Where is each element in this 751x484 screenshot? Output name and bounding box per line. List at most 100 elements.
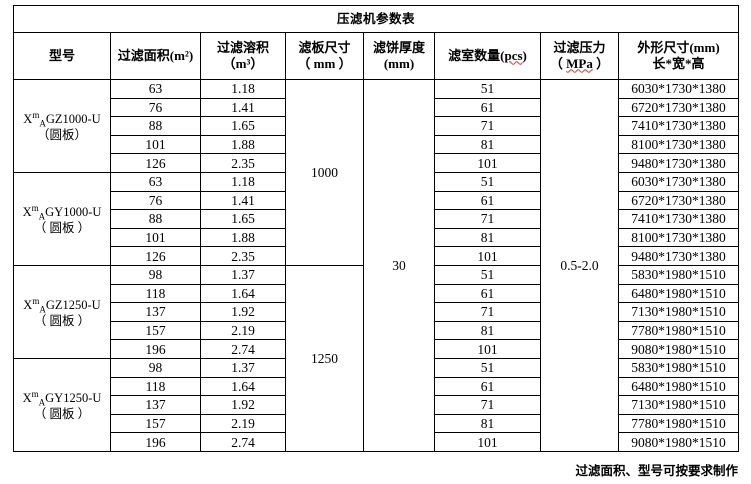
- cell-filter-volume: 2.19: [200, 413, 286, 434]
- cell-filter-area: 88: [110, 209, 201, 229]
- table-row: XmAGY1000-U （ 圆板 ） 63 1.18 51 6030*1730*1380: [13, 171, 740, 266]
- cell-filter-volume: 2.19: [200, 320, 286, 341]
- cell-filter-pressure: 0.5-2.0: [540, 79, 619, 452]
- cell-chamber-count: 101: [434, 339, 541, 359]
- model-superscript: m: [31, 202, 39, 213]
- column-header-line1: 滤板尺寸: [298, 39, 351, 55]
- column-header-line1: 滤室数量(pcs): [448, 47, 527, 63]
- model-code: XmAGY1250-U: [22, 388, 102, 408]
- cell-filter-area: 98: [110, 264, 201, 285]
- cell-filter-area: 137: [110, 395, 201, 415]
- cell-filter-volume: 1.41: [200, 97, 286, 118]
- model-superscript: m: [31, 388, 39, 399]
- cell-overall-dimension: 6480*1980*1510: [617, 283, 740, 304]
- cell-chamber-count: 61: [434, 376, 541, 397]
- cell-chamber-count: 51: [434, 79, 541, 99]
- table-row: 126 2.35 101 9480*1730*1380: [14, 246, 740, 266]
- cell-filter-volume: 1.92: [200, 395, 286, 415]
- model-name-cell: XmAGZ1250-U （ 圆板 ）: [13, 264, 111, 359]
- cell-chamber-count: 101: [434, 153, 541, 173]
- cell-filter-area: 98: [110, 357, 201, 378]
- cell-filter-volume: 1.65: [200, 209, 286, 229]
- cell-overall-dimension: 7410*1730*1380: [617, 116, 740, 136]
- cell-overall-dimension: 6720*1730*1380: [617, 97, 740, 118]
- model-subscript: A: [39, 118, 46, 129]
- model-name-cell: XmAGZ1000-U （圆板）: [13, 79, 111, 173]
- cell-filter-volume: 1.88: [200, 227, 286, 248]
- cell-filter-volume: 1.92: [200, 302, 286, 322]
- column-header-line1: 过滤压力: [553, 39, 606, 55]
- column-header-line2: （ mm ）: [297, 55, 352, 71]
- model-subscript: A: [38, 211, 46, 222]
- model-name-cell: XmAGY1000-U （ 圆板 ）: [13, 171, 111, 266]
- cell-filter-area: 101: [110, 134, 201, 155]
- footer-note: 过滤面积、型号可按要求制作: [575, 464, 738, 478]
- cell-chamber-count: 61: [434, 190, 541, 211]
- cell-filter-area: 76: [110, 190, 201, 211]
- column-header-area: 过滤面积(m²): [110, 32, 201, 80]
- cell-filter-volume: 1.41: [200, 190, 286, 211]
- cell-filter-volume: 1.18: [200, 79, 286, 99]
- cell-overall-dimension: 7130*1980*1510: [617, 302, 740, 322]
- table-row: 196 2.74 101 9080*1980*1510: [14, 432, 740, 452]
- cell-overall-dimension: 9080*1980*1510: [617, 432, 740, 452]
- header-row: 型号 过滤面积(m²) 过滤溶积 （m³） 滤板尺寸（ mm ）滤饼厚度 (mm) 滤室数量…: [13, 32, 740, 80]
- cell-chamber-count: 61: [434, 283, 541, 304]
- table-row: 118 1.64 61 6480*1980*1510: [14, 283, 740, 304]
- column-header-chambers: 滤室数量(pcs): [434, 32, 541, 80]
- model-plate-note: （ 圆板 ）: [33, 407, 91, 422]
- cell-plate-size: 1250: [285, 264, 364, 452]
- cell-filter-area: 118: [110, 283, 201, 304]
- cell-chamber-count: 81: [434, 413, 541, 434]
- table-row: 118 1.64 61 6480*1980*1510: [14, 376, 740, 397]
- cell-overall-dimension: 5830*1980*1510: [617, 264, 740, 285]
- cell-chamber-count: 81: [434, 134, 541, 155]
- title-row: 压滤机参数表: [12, 5, 740, 33]
- cell-filter-volume: 2.74: [200, 339, 286, 359]
- model-superscript: m: [32, 295, 40, 306]
- cell-filter-area: 196: [110, 432, 201, 452]
- filter-press-parameter-table: 压滤机参数表 型号 过滤面积(m²) 过滤溶积 （m³） 滤板尺寸（ mm ）滤饼厚度 (m…: [12, 5, 740, 452]
- cell-filter-volume: 2.35: [200, 153, 286, 173]
- cell-filter-volume: 1.88: [200, 134, 286, 155]
- table-row: 76 1.41 61 6720*1730*1380: [14, 97, 740, 118]
- cell-overall-dimension: 9080*1980*1510: [617, 339, 740, 359]
- cell-filter-area: 126: [110, 246, 201, 266]
- cell-filter-area: 88: [110, 116, 201, 136]
- cell-chamber-count: 71: [434, 302, 541, 322]
- table-row: 101 1.88 81 8100*1730*1380: [14, 227, 740, 248]
- column-header-line1: 过滤溶积: [216, 39, 269, 55]
- cell-overall-dimension: 8100*1730*1380: [617, 227, 740, 248]
- model-superscript: m: [32, 109, 40, 120]
- cell-overall-dimension: 6030*1730*1380: [617, 171, 740, 192]
- cell-overall-dimension: 5830*1980*1510: [617, 357, 740, 378]
- cell-chamber-count: 81: [434, 320, 541, 341]
- cell-filter-area: 63: [110, 79, 201, 99]
- column-header-line2: （ MPa ）: [549, 55, 610, 71]
- cell-filter-volume: 1.18: [200, 171, 286, 192]
- cell-filter-volume: 1.65: [200, 116, 286, 136]
- cell-filter-volume: 2.35: [200, 246, 286, 266]
- table-row: XmAGZ1000-U （圆板） 63 1.18 1000 30 51 0.5-2.0 6030…: [13, 79, 740, 452]
- column-header-line1: 外形尺寸(mm): [637, 39, 720, 55]
- column-header-plate: 滤板尺寸（ mm ）: [285, 32, 364, 80]
- column-header-dimension: 外形尺寸(mm) 长*宽*高: [617, 32, 740, 80]
- cell-filter-area: 157: [110, 413, 201, 434]
- column-header-volume: 过滤溶积 （m³）: [200, 32, 286, 80]
- column-header-line1: 过滤面积(m²): [117, 47, 194, 63]
- cell-overall-dimension: 9480*1730*1380: [617, 246, 740, 266]
- model-name-cell: XmAGY1250-U （ 圆板 ）: [13, 357, 111, 452]
- cell-chamber-count: 101: [434, 246, 541, 266]
- cell-chamber-count: 101: [434, 432, 541, 452]
- table-row: 157 2.19 81 7780*1980*1510: [14, 413, 740, 434]
- page-title: 压滤机参数表: [12, 5, 740, 33]
- cell-chamber-count: 61: [434, 97, 541, 118]
- cell-overall-dimension: 7780*1980*1510: [617, 413, 740, 434]
- cell-overall-dimension: 7780*1980*1510: [617, 320, 740, 341]
- table-row: 126 2.35 101 9480*1730*1380: [14, 153, 740, 173]
- cell-filter-volume: 1.64: [200, 376, 286, 397]
- table-row: 196 2.74 101 9080*1980*1510: [14, 339, 740, 359]
- column-header-line1: 滤饼厚度: [372, 39, 425, 55]
- cell-filter-area: 118: [110, 376, 201, 397]
- cell-overall-dimension: 8100*1730*1380: [617, 134, 740, 155]
